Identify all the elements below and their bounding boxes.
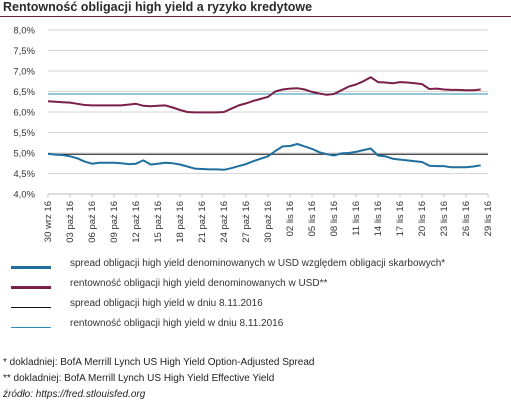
y-tick-label: 7,5% — [13, 46, 35, 57]
footnotes: * dokladniej: BofA Merrill Lynch US High… — [3, 355, 314, 403]
x-tick-label: 12 paź 16 — [131, 201, 142, 243]
x-tick-label: 14 lis 16 — [373, 201, 384, 236]
chart-title: Rentowność obligacji high yield a ryzyko… — [3, 0, 313, 14]
legend-item-spread-ref: spread obligacji high yield w dniu 8.11.… — [0, 298, 511, 318]
y-tick-label: 4,0% — [13, 190, 35, 201]
x-tick-label: 26 lis 16 — [461, 201, 472, 236]
x-tick-label: 27 paź 16 — [241, 201, 252, 243]
legend-item-spread: spread obligacji high yield denominowany… — [0, 258, 511, 278]
x-tick-label: 05 lis 16 — [307, 201, 318, 236]
y-tick-label: 5,0% — [13, 149, 35, 160]
y-tick-label: 7,0% — [13, 67, 35, 78]
x-tick-label: 06 paź 16 — [87, 201, 98, 243]
x-tick-label: 23 lis 16 — [439, 201, 450, 236]
y-tick-label: 6,0% — [13, 108, 35, 119]
x-tick-label: 09 paź 16 — [109, 201, 120, 243]
legend-item-yield-ref: rentowność obligacji high yield w dniu 8… — [0, 318, 511, 338]
line-chart: 4,0% 4,5% 5,0% 5,5% 6,0% 6,5% 7,0% 7,5% 8,0% 30 w… — [13, 26, 494, 243]
y-tick-label: 4,5% — [13, 169, 35, 180]
x-tick-label: 08 lis 16 — [329, 201, 340, 236]
x-tick-label: 11 lis 16 — [351, 201, 362, 236]
x-tick-label: 18 paź 16 — [175, 201, 186, 243]
x-tick-label: 21 paź 16 — [197, 201, 208, 243]
y-tick-label: 8,0% — [13, 26, 35, 37]
source-note: źródło: https://fred.stlouisfed.org — [3, 389, 146, 400]
x-tick-label: 20 lis 16 — [417, 201, 428, 236]
x-tick-label: 17 lis 16 — [395, 201, 406, 236]
footnote-spread: * dokladniej: BofA Merrill Lynch US High… — [3, 357, 315, 368]
spread-series-line — [47, 143, 481, 171]
legend-item-yield: rentowność obligacji high yield denomino… — [0, 278, 511, 298]
legend-label-yield: rentowność obligacji high yield denomino… — [70, 278, 328, 289]
x-tick-label: 02 lis 16 — [285, 201, 296, 236]
x-tick-label: 03 paź 16 — [65, 201, 76, 243]
legend-swatch-spread — [11, 266, 51, 269]
yield-series-line — [47, 76, 481, 114]
legend-swatch-yield-ref — [11, 327, 51, 328]
y-tick-label: 5,5% — [13, 128, 35, 139]
x-tick-label: 30 paź 16 — [263, 201, 274, 243]
legend-swatch-yield — [11, 286, 51, 289]
x-tick-label: 15 paź 16 — [153, 201, 164, 243]
legend-label-spread-ref: spread obligacji high yield w dniu 8.11.… — [70, 298, 263, 309]
legend-swatch-spread-ref — [11, 307, 51, 308]
y-tick-label: 6,5% — [13, 87, 35, 98]
legend-label-yield-ref: rentowność obligacji high yield w dniu 8… — [70, 318, 284, 329]
x-tick-label: 24 paź 16 — [219, 201, 230, 243]
footnote-yield: ** dokladniej: BofA Merrill Lynch US Hig… — [3, 373, 275, 384]
legend-label-spread: spread obligacji high yield denominowany… — [70, 258, 446, 269]
title-divider — [0, 16, 511, 17]
x-tick-label: 29 lis 16 — [483, 201, 494, 236]
x-tick-label: 30 wrz 16 — [43, 201, 54, 242]
